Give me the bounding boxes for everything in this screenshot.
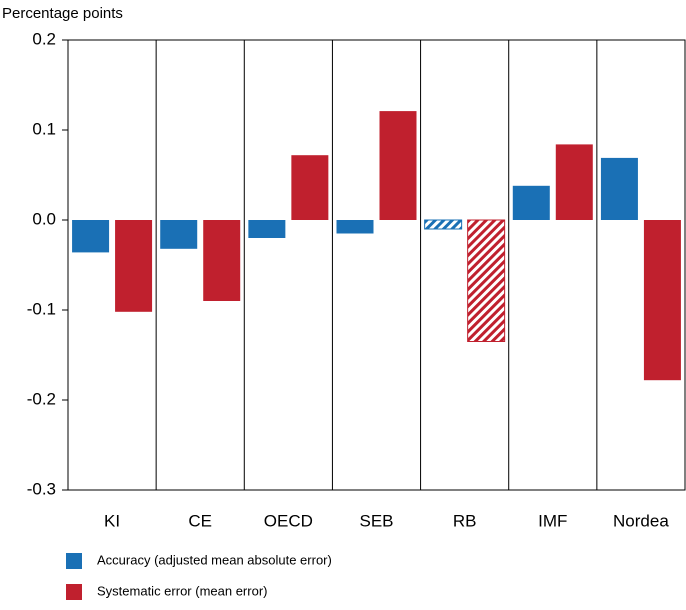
x-tick-label: KI xyxy=(104,511,120,530)
bar xyxy=(336,220,374,234)
x-tick-label: OECD xyxy=(264,511,313,530)
legend-swatch xyxy=(66,553,82,569)
bar xyxy=(291,155,329,220)
bar xyxy=(600,157,638,220)
bar xyxy=(379,111,417,220)
x-tick-label: CE xyxy=(188,511,212,530)
x-tick-label: SEB xyxy=(359,511,393,530)
bar xyxy=(643,220,681,381)
x-tick-label: IMF xyxy=(538,511,567,530)
bar xyxy=(248,220,286,238)
y-tick-label: 0.0 xyxy=(32,209,56,228)
legend-label: Systematic error (mean error) xyxy=(97,583,267,598)
x-tick-label: Nordea xyxy=(613,511,669,530)
bar xyxy=(115,220,153,312)
bar xyxy=(72,220,110,253)
bar xyxy=(555,144,593,220)
y-tick-label: 0.2 xyxy=(32,29,56,48)
bar xyxy=(203,220,241,301)
y-axis-label: Percentage points xyxy=(2,5,123,22)
plot-frame xyxy=(67,39,686,491)
y-tick-label: 0.1 xyxy=(32,119,56,138)
x-tick-label: RB xyxy=(453,511,477,530)
bar xyxy=(160,220,198,249)
bar xyxy=(467,219,506,342)
y-tick-label: -0.2 xyxy=(27,389,56,408)
y-tick-label: -0.1 xyxy=(27,299,56,318)
y-tick-label: -0.3 xyxy=(27,479,56,498)
legend-label: Accuracy (adjusted mean absolute error) xyxy=(97,552,332,567)
legend-swatch xyxy=(66,584,82,600)
bar xyxy=(424,219,463,230)
bar xyxy=(512,185,550,220)
